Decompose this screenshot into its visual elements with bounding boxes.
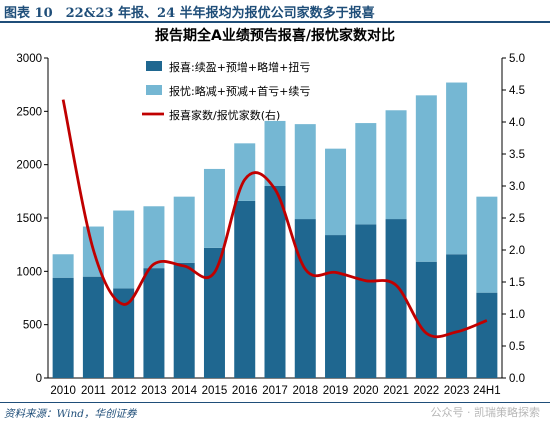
legend-label-good-news: 报喜:续盈+预增+略增+扭亏 [169, 60, 310, 74]
source-note: 资料来源：Wind，华创证券 [4, 408, 137, 420]
bar-bad-news [294, 124, 316, 220]
bar-bad-news [476, 196, 498, 293]
bar-bad-news [143, 206, 165, 269]
ratio-line [61, 99, 488, 339]
bar-bad-news [234, 143, 256, 201]
x-tick-label: 2021 [383, 385, 409, 397]
x-tick-label: 2010 [50, 385, 76, 397]
bar-bad-news [385, 110, 407, 220]
legend-label-bad-news: 报忧:略减+预减+首亏+续亏 [169, 84, 310, 98]
x-tick-label: 2012 [111, 385, 137, 397]
y-tick-label: 1000 [16, 266, 42, 278]
axes: 0 500 1000 1500 2000 2500 3000 0.0 0.5 1.0 1.5 2.0 2… [16, 53, 525, 397]
legend-swatch-bad-news [146, 85, 162, 95]
y-tick-label: 3000 [16, 53, 42, 65]
bar-bad-news [203, 168, 225, 248]
bar-bad-news [355, 123, 377, 225]
y2-tick-label: 1.5 [509, 277, 525, 289]
watermark: 公众号 · 凯瑞策略探索 [430, 406, 541, 419]
y-tick-label: 2000 [16, 160, 42, 172]
chart: 0 500 1000 1500 2000 2500 3000 0.0 0.5 1.0 1.5 2.0 2… [16, 53, 525, 397]
bar-bad-news [446, 82, 468, 255]
bar-good-news [294, 219, 316, 378]
x-tick-label: 2019 [323, 385, 349, 397]
bar-good-news [476, 292, 498, 378]
bar-good-news [325, 235, 347, 378]
y2-tick-label: 5.0 [509, 53, 525, 65]
bar-good-news [355, 224, 377, 378]
y2-tick-label: 4.0 [509, 117, 525, 129]
bar-bad-news [52, 254, 74, 278]
top-rule [0, 21, 550, 23]
bottom-rule [0, 402, 550, 403]
ratio-line-layer [61, 99, 488, 339]
y2-tick-label: 1.0 [509, 309, 525, 321]
x-tick-label: 2011 [81, 385, 106, 397]
x-tick-label: 2022 [414, 385, 440, 397]
x-tick-label: 2014 [171, 385, 197, 397]
legend-swatch-good-news [146, 61, 162, 71]
x-tick-label: 2015 [202, 385, 228, 397]
x-tick-label: 2013 [141, 385, 167, 397]
bar-good-news [173, 262, 195, 378]
bar-group [52, 82, 498, 378]
bar-good-news [234, 200, 256, 378]
y2-tick-label: 3.0 [509, 181, 525, 193]
bar-good-news [264, 186, 286, 378]
x-tick-label: 2017 [262, 385, 288, 397]
bar-good-news [82, 276, 104, 378]
y2-tick-label: 2.0 [509, 245, 525, 257]
bar-good-news [113, 288, 135, 378]
bar-bad-news [264, 120, 286, 186]
bar-good-news [385, 219, 407, 378]
x-tick-label: 2016 [232, 385, 258, 397]
y2-tick-label: 2.5 [509, 213, 525, 225]
legend-label-ratio: 报喜家数/报忧家数(右) [169, 108, 280, 122]
x-tick-label: 24H1 [473, 385, 501, 397]
figure-label: 图表 10 22&23 年报、24 半年报均为报优公司家数多于报喜 [4, 6, 375, 21]
y-tick-label: 500 [23, 320, 42, 332]
y-tick-label: 0 [36, 373, 42, 385]
y-tick-label: 1500 [16, 213, 42, 225]
x-tick-label: 2023 [444, 385, 470, 397]
x-tick-label: 2018 [292, 385, 318, 397]
bar-good-news [203, 247, 225, 378]
bar-bad-news [173, 196, 195, 263]
chart-title: 报告期全A业绩预告报喜/报忧家数对比 [155, 28, 395, 44]
bar-bad-news [415, 95, 437, 262]
bar-good-news [446, 254, 468, 378]
y2-tick-label: 4.5 [509, 85, 525, 97]
x-tick-label: 2020 [353, 385, 379, 397]
y2-tick-label: 0.0 [509, 373, 525, 385]
bar-good-news [143, 268, 165, 378]
bar-bad-news [113, 210, 135, 289]
y-tick-label: 2500 [16, 106, 42, 118]
bar-bad-news [325, 148, 347, 236]
y2-tick-label: 3.5 [509, 149, 525, 161]
bar-good-news [415, 261, 437, 378]
y2-tick-label: 0.5 [509, 341, 525, 353]
bar-good-news [52, 277, 74, 378]
